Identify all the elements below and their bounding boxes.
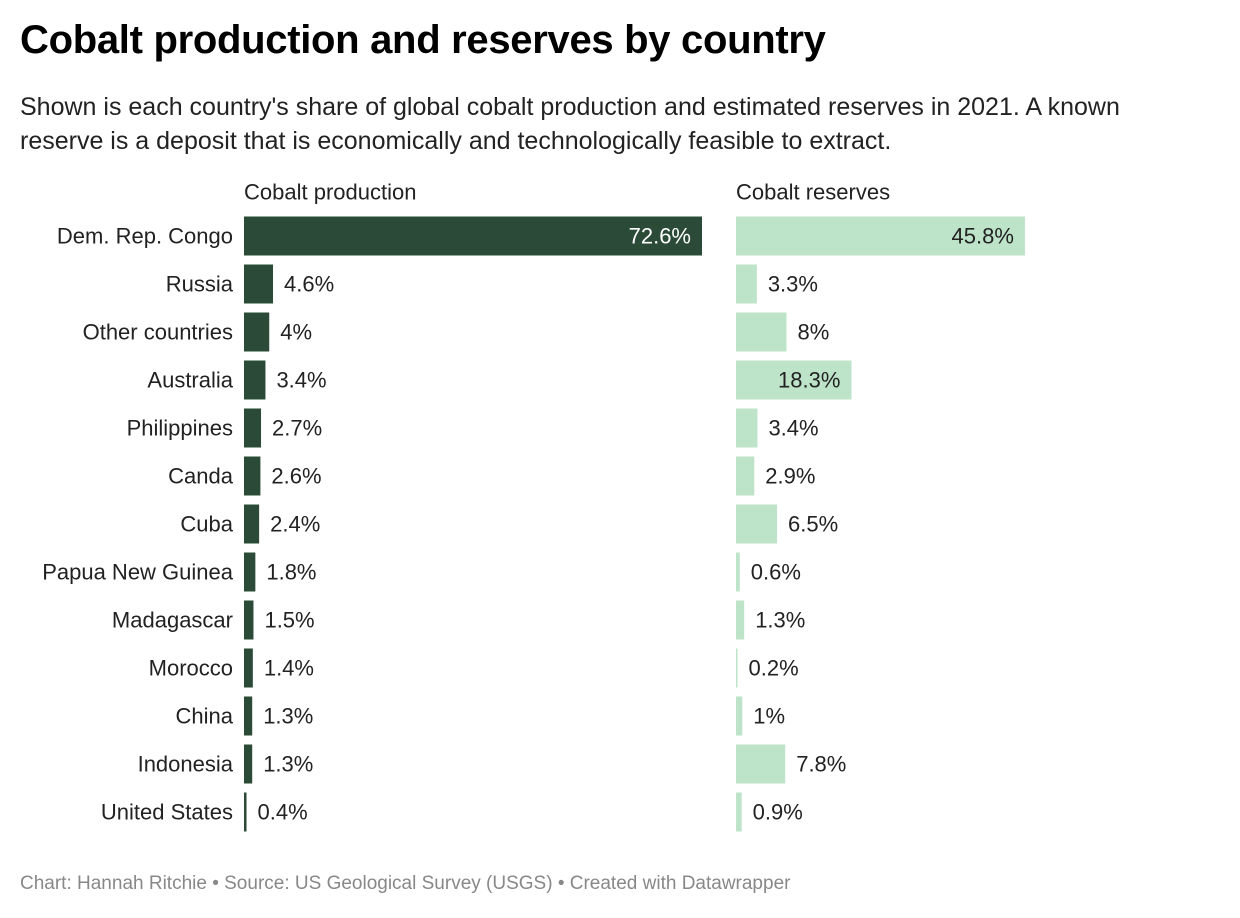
reserves-bar (736, 312, 787, 352)
production-bar (244, 744, 253, 784)
production-value-label: 3.4% (276, 368, 326, 393)
reserves-bar (736, 456, 755, 496)
reserves-bar (736, 504, 778, 544)
production-value-label: 72.6% (629, 224, 691, 249)
production-value-label: 0.4% (258, 800, 308, 825)
production-value-label: 1.4% (264, 656, 314, 681)
reserves-value-label: 3.4% (768, 416, 818, 441)
production-value-label: 2.4% (270, 512, 320, 537)
chart-subtitle: Shown is each country's share of global … (20, 93, 1120, 155)
reserves-bar (736, 648, 738, 688)
reserves-value-label: 8% (797, 320, 829, 345)
reserves-value-label: 2.9% (765, 464, 815, 489)
production-bar (244, 648, 253, 688)
reserves-panel-header: Cobalt reserves (736, 180, 890, 205)
production-bar (244, 456, 261, 496)
production-bar (244, 504, 260, 544)
production-value-label: 2.6% (271, 464, 321, 489)
category-label: Cuba (180, 512, 233, 537)
category-label: Other countries (83, 320, 233, 345)
reserves-bar (736, 360, 852, 400)
reserves-bar (736, 552, 740, 592)
production-bar (244, 696, 253, 736)
reserves-value-label: 0.9% (753, 800, 803, 825)
category-label: Papua New Guinea (42, 560, 234, 585)
production-bar (244, 600, 254, 640)
production-value-label: 2.7% (272, 416, 322, 441)
production-value-label: 1.3% (263, 704, 313, 729)
reserves-bar (736, 792, 742, 832)
production-value-label: 4.6% (284, 272, 334, 297)
category-label: Philippines (127, 416, 233, 441)
production-bar (244, 264, 274, 304)
production-bar (244, 312, 270, 352)
reserves-value-label: 7.8% (796, 752, 846, 777)
category-label: Canda (168, 464, 234, 489)
chart-title: Cobalt production and reserves by countr… (20, 18, 826, 62)
production-value-label: 1.5% (264, 608, 314, 633)
production-value-label: 4% (280, 320, 312, 345)
category-label: Indonesia (138, 752, 234, 777)
reserves-value-label: 6.5% (788, 512, 838, 537)
production-panel-header: Cobalt production (244, 180, 416, 205)
reserves-value-label: 3.3% (768, 272, 818, 297)
category-label: United States (101, 800, 233, 825)
reserves-value-label: 45.8% (952, 224, 1014, 249)
reserves-bar (736, 600, 745, 640)
reserves-bar (736, 408, 758, 448)
reserves-bar (736, 264, 757, 304)
production-bar (244, 408, 262, 448)
production-bar (244, 792, 247, 832)
reserves-value-label: 0.2% (749, 656, 799, 681)
reserves-value-label: 1.3% (755, 608, 805, 633)
category-label: Madagascar (112, 608, 233, 633)
production-bar (244, 360, 266, 400)
reserves-value-label: 0.6% (751, 560, 801, 585)
production-bar (244, 216, 702, 256)
category-label: China (176, 704, 234, 729)
category-label: Australia (147, 368, 233, 393)
category-label: Dem. Rep. Congo (57, 224, 233, 249)
category-label: Russia (166, 272, 234, 297)
reserves-value-label: 18.3% (778, 368, 840, 393)
production-value-label: 1.3% (263, 752, 313, 777)
reserves-bar (736, 696, 743, 736)
reserves-bar (736, 216, 1025, 256)
bar-chart: Cobalt production Cobalt reserves Dem. Rep… (42, 180, 1025, 832)
reserves-bar (736, 744, 786, 784)
production-bar (244, 552, 256, 592)
reserves-value-label: 1% (753, 704, 785, 729)
production-value-label: 1.8% (266, 560, 316, 585)
category-label: Morocco (149, 656, 233, 681)
chart-footer: Chart: Hannah Ritchie • Source: US Geolo… (20, 873, 791, 894)
